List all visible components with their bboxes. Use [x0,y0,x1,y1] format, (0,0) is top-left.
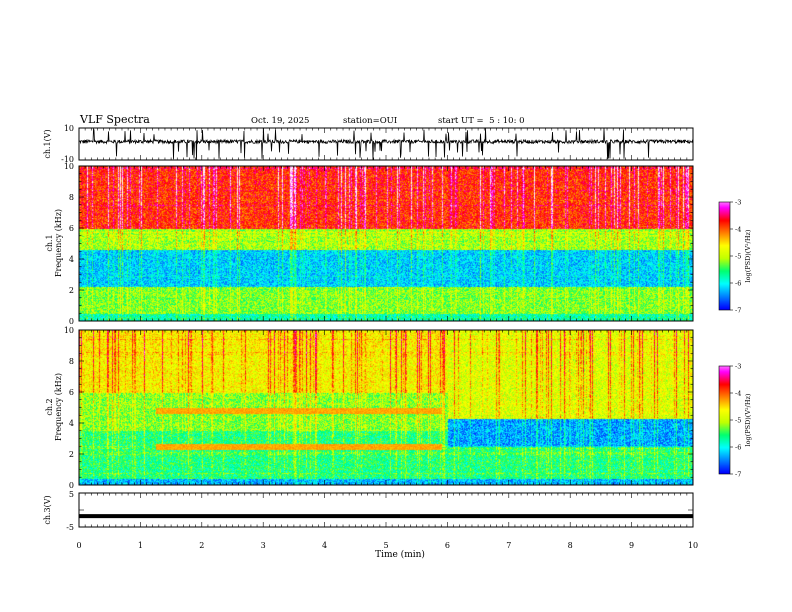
time-tick-label: 6 [445,541,450,550]
ch1-colorbar-ticks: -3 -4 -5 -6 -7 [730,199,741,315]
colorbar-tick-label: -6 [735,280,741,288]
ch3-ytick-bottom: -5 [66,523,74,532]
ch1-tick-marks [78,128,694,160]
colorbar-tick-label: -3 [735,199,741,207]
time-tick-label: 0 [76,541,81,550]
ch2-spectrogram-panel: 0 2 4 6 8 10 ch.2 Frequency (kHz) [45,326,694,490]
ch1-spectrogram-image [79,166,693,321]
ch1-colorbar: -3 -4 -5 -6 -7 log(PSD)(V²/Hz) [718,199,752,315]
frequency-tick-label: 0 [69,481,74,490]
time-tick-label: 3 [261,541,266,550]
time-axis-tick-labels: 0 1 2 3 4 5 6 7 8 9 10 [76,541,698,550]
ch2-spectrogram-ylabel: Frequency (kHz) [54,373,63,441]
ch1-ytick-top: 10 [64,124,74,133]
colorbar-tick-label: -6 [735,444,741,452]
time-tick-label: 4 [322,541,327,550]
frequency-tick-label: 4 [69,255,74,264]
ch2-frequency-tick-labels: 0 2 4 6 8 10 [64,326,74,490]
colorbar-tick-label: -3 [735,363,741,371]
frequency-tick-label: 0 [69,317,74,326]
ch1-spectrogram-ticks [78,165,694,322]
colorbar-tick-label: -7 [735,471,741,479]
frequency-tick-label: 10 [64,326,74,335]
ch1-waveform-trace [79,127,694,160]
ch2-spectrogram-ylabel-channel: ch.2 [45,398,54,415]
colorbar-tick-label: -4 [735,390,741,398]
frequency-tick-label: 8 [69,193,74,202]
station-label: station=OUI [343,116,397,126]
date-label: Oct. 19, 2025 [251,116,309,126]
ch3-tick-marks [78,492,694,528]
frequency-tick-label: 8 [69,357,74,366]
colorbar-tick-label: -7 [735,307,741,315]
colorbar-tick-label: -5 [735,253,741,261]
colorbar-tick-label: -4 [735,226,741,234]
ch1-ytick-bottom: -10 [61,155,74,164]
frequency-tick-label: 10 [64,162,74,171]
time-tick-label: 7 [506,541,511,550]
ch2-spectrogram-ticks [78,329,694,486]
ch3-waveform-panel: 5 -5 ch.3(V) [43,490,694,532]
time-tick-label: 8 [568,541,573,550]
time-tick-label: 10 [688,541,698,550]
ch2-spectrogram-image [79,330,693,485]
ch2-colorbar-gradient [719,366,730,474]
figure-title: VLF Spectra [79,113,150,126]
time-tick-label: 9 [629,541,634,550]
frequency-tick-label: 6 [69,224,74,233]
ch1-spectrogram-panel: 0 2 4 6 8 10 ch.1 Frequency (kHz) [45,162,694,326]
ch1-spectrogram-ylabel: Frequency (kHz) [54,209,63,277]
frequency-tick-label: 4 [69,419,74,428]
ch1-colorbar-gradient [719,202,730,310]
ch2-colorbar-ticks: -3 -4 -5 -6 -7 [730,363,741,479]
time-tick-label: 5 [383,541,388,550]
ch1-frequency-tick-labels: 0 2 4 6 8 10 [64,162,74,326]
time-tick-label: 2 [199,541,204,550]
ch2-colorbar-label: log(PSD)(V²/Hz) [744,393,752,446]
frequency-tick-label: 2 [69,286,74,295]
start-time-label: start UT = 5 : 10: 0 [438,116,525,126]
time-tick-label: 1 [138,541,143,550]
ch3-ylabel: ch.3(V) [43,495,52,524]
ch1-colorbar-label: log(PSD)(V²/Hz) [744,229,752,282]
ch1-ylabel: ch.1(V) [43,129,52,158]
time-axis-label: Time (min) [375,549,425,560]
ch3-ytick-top: 5 [69,490,74,499]
ch1-spectrogram-ylabel-channel: ch.1 [45,234,54,251]
colorbar-tick-label: -5 [735,417,741,425]
ch2-colorbar: -3 -4 -5 -6 -7 log(PSD)(V²/Hz) [718,363,752,479]
ch1-waveform-panel: 10 -10 ch.1(V) [43,124,694,164]
frequency-tick-label: 6 [69,388,74,397]
frequency-tick-label: 2 [69,450,74,459]
